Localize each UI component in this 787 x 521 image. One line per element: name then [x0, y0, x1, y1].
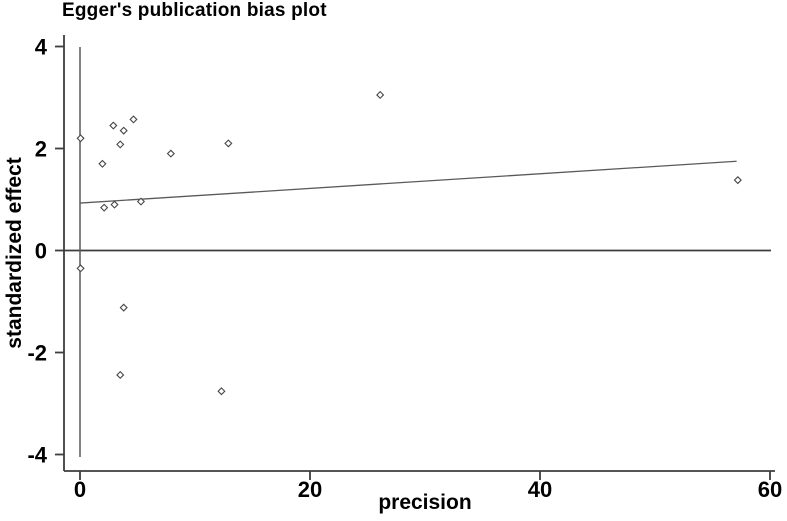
- y-tick-label: -2: [27, 341, 47, 366]
- x-axis-label: precision: [378, 491, 472, 514]
- data-point: [98, 159, 107, 168]
- data-point: [116, 140, 125, 149]
- data-point: [136, 197, 146, 206]
- data-point: [376, 90, 385, 100]
- data-point: [109, 121, 118, 130]
- egger-regression-line: [79, 160, 737, 204]
- data-point: [110, 200, 119, 209]
- chart-title: Egger's publication bias plot: [62, 0, 327, 21]
- data-point: [119, 303, 128, 312]
- data-point: [166, 149, 175, 158]
- data-point: [217, 387, 226, 396]
- data-point: [116, 370, 125, 380]
- x-tick-label: 40: [528, 477, 552, 502]
- y-tick-label: -4: [27, 443, 47, 468]
- data-point: [129, 115, 138, 124]
- data-point: [76, 134, 85, 143]
- data-point: [100, 203, 109, 212]
- x-tick-label: 60: [758, 477, 782, 502]
- y-tick-label: 4: [35, 35, 48, 60]
- data-point: [119, 126, 128, 135]
- x-tick-label: 20: [298, 477, 322, 502]
- y-tick-label: 0: [35, 239, 47, 264]
- data-point: [224, 139, 233, 148]
- x-tick-label: 0: [74, 477, 86, 502]
- data-point: [733, 176, 742, 185]
- y-tick-label: 2: [35, 137, 47, 162]
- data-point: [76, 264, 85, 273]
